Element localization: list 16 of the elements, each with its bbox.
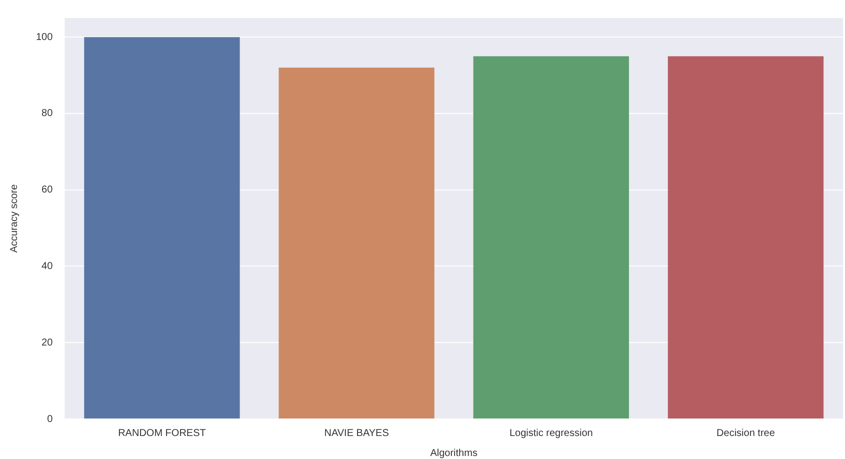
bar	[473, 56, 629, 418]
y-axis-title: Accuracy score	[8, 184, 20, 253]
y-tick-label: 0	[47, 414, 54, 425]
y-tick-label: 40	[42, 260, 54, 272]
x-tick-label: NAVIE BAYES	[324, 428, 390, 439]
bar	[668, 56, 824, 418]
x-tick-label: Logistic regression	[509, 428, 593, 439]
y-tick-label: 80	[42, 108, 54, 120]
y-tick-label: 60	[42, 184, 54, 196]
x-tick-label: Decision tree	[716, 428, 776, 439]
x-axis-title: Algorithms	[430, 448, 478, 459]
y-tick-label: 100	[36, 32, 54, 43]
bar	[84, 37, 240, 418]
y-tick-label: 20	[42, 337, 54, 348]
bar	[278, 68, 434, 418]
x-tick-label: RANDOM FOREST	[118, 428, 206, 439]
